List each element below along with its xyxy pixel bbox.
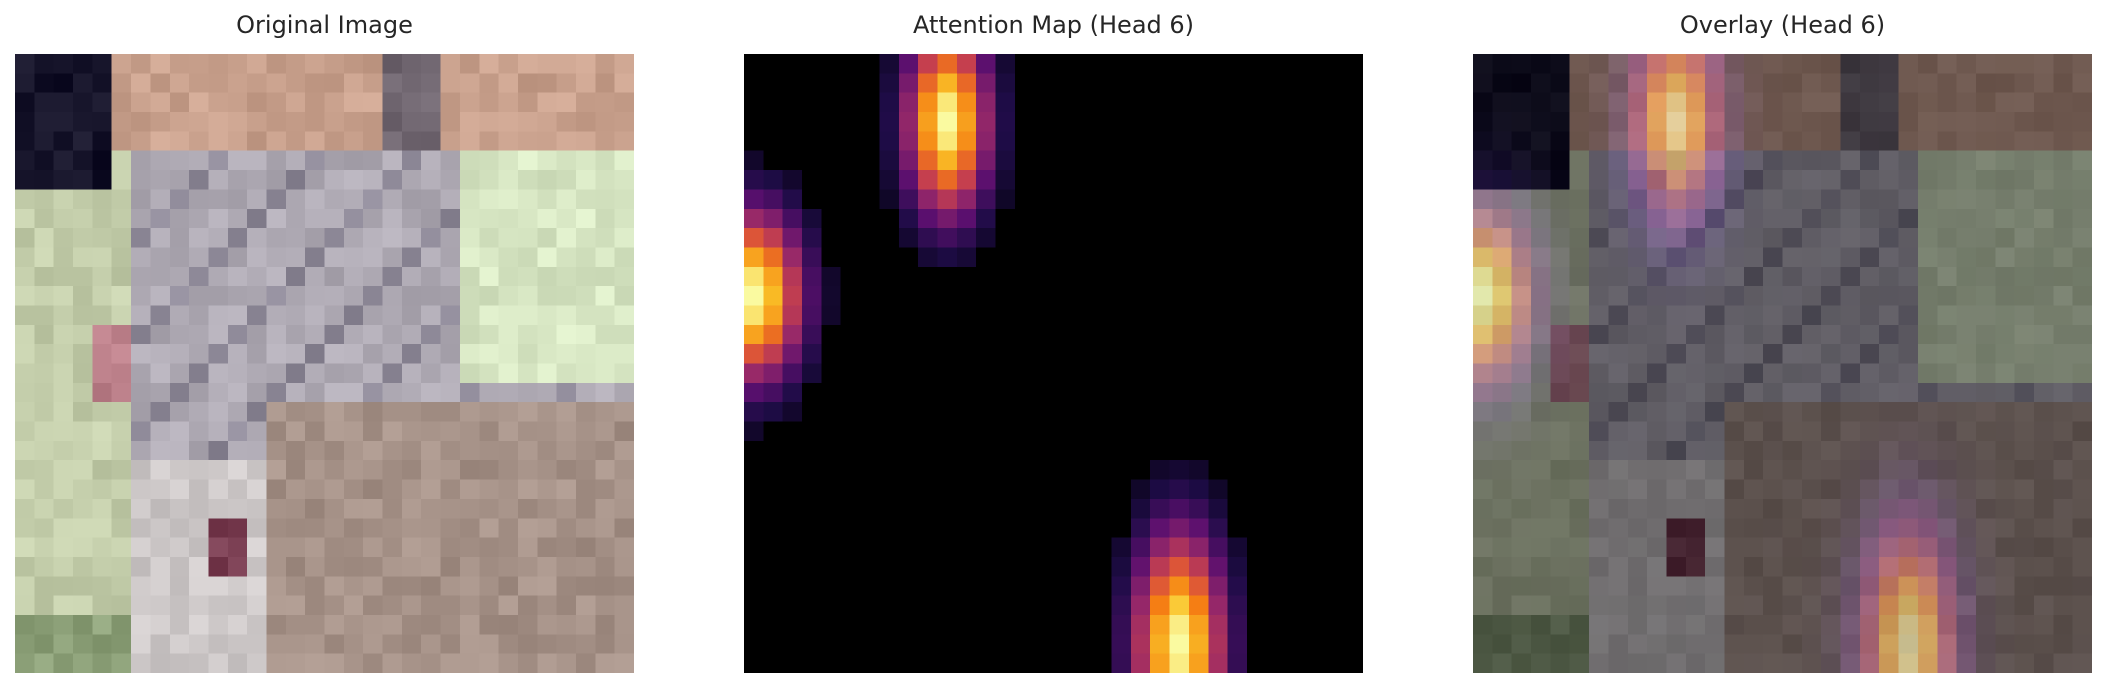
overlay-title: Overlay (Head 6) (1473, 10, 2092, 40)
original-image (15, 54, 634, 673)
original-image-title: Original Image (15, 10, 634, 40)
attention-map-image (744, 54, 1363, 673)
overlay-image (1473, 54, 2092, 673)
attention-map-title: Attention Map (Head 6) (744, 10, 1363, 40)
